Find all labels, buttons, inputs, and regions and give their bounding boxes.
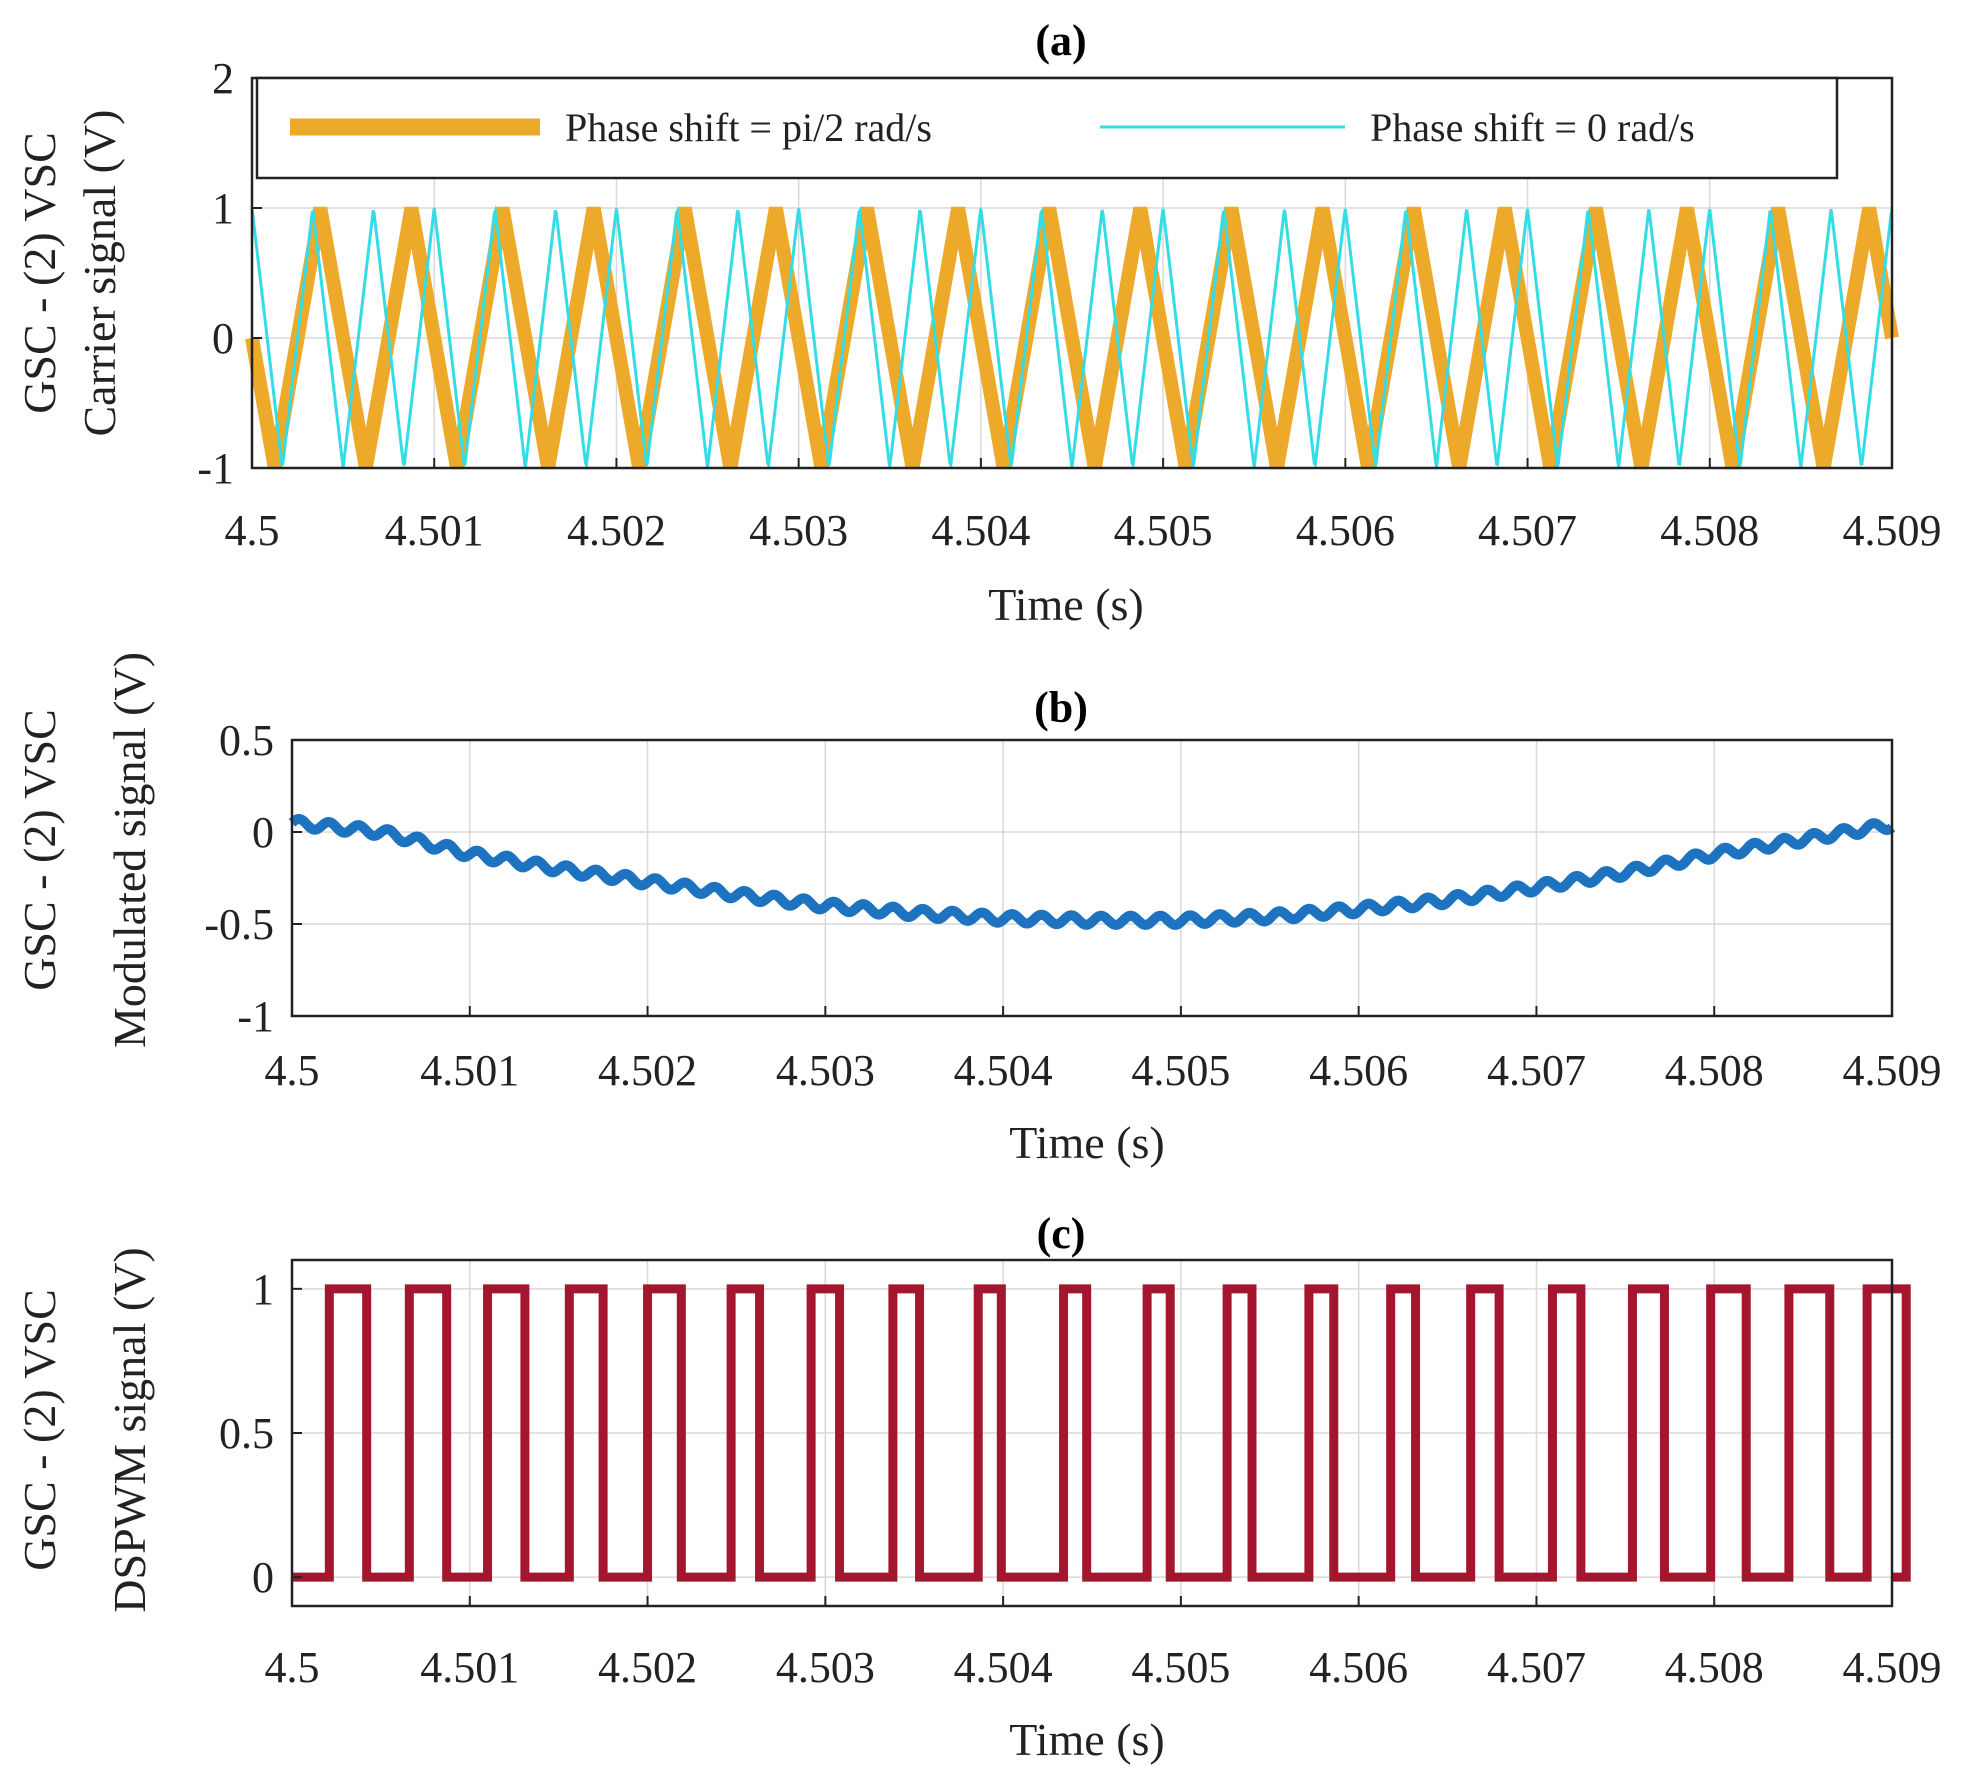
y-tick-label: 0 <box>252 808 274 857</box>
panel-a-y-axis-label-line1: GSC - (2) VSC <box>14 132 65 414</box>
x-tick-label: 4.508 <box>1665 1643 1764 1692</box>
x-tick-label: 4.507 <box>1478 506 1577 555</box>
x-tick-label: 4.502 <box>598 1046 697 1095</box>
x-tick-label: 4.506 <box>1296 506 1395 555</box>
x-tick-label: 4.501 <box>420 1643 519 1692</box>
panel-b-y-ticks: 0.5 0 -0.5 -1 <box>204 716 302 1041</box>
x-tick-label: 4.504 <box>954 1046 1053 1095</box>
series-line <box>288 813 1896 930</box>
panel-c-y-ticks: 10.50 <box>219 1265 302 1602</box>
x-tick-label: 4.501 <box>420 1046 519 1095</box>
x-tick-label: 4.507 <box>1487 1643 1586 1692</box>
panel-b-title: (b) <box>1034 683 1088 732</box>
panel-b-y-axis-label-line1: GSC - (2) VSC <box>14 709 65 991</box>
panel-a: (a) 210-1 4.5 4.501 4.502 4.503 4.504 4.505 4.… <box>14 16 1942 630</box>
y-tick-label: -0.5 <box>204 900 274 949</box>
x-tick-label: 4.505 <box>1131 1643 1230 1692</box>
panel-a-y-axis-label-line2: Carrier signal (V) <box>74 110 125 437</box>
x-tick-label: 4.5 <box>225 506 280 555</box>
panel-b-grid <box>291 739 1893 1017</box>
panel-a-title: (a) <box>1035 16 1086 65</box>
x-tick-label: 4.504 <box>954 1643 1053 1692</box>
x-tick-label: 4.503 <box>776 1046 875 1095</box>
panel-c: (c) 10.50 4.5 4.501 4.502 4.503 4.504 4.505 4.… <box>14 1209 1942 1765</box>
y-tick-label: -1 <box>197 444 234 493</box>
x-tick-label: 4.506 <box>1309 1046 1408 1095</box>
x-tick-label: 4.5 <box>265 1643 320 1692</box>
legend-label-phase-pi2: Phase shift = pi/2 rad/s <box>565 105 932 150</box>
panel-c-x-ticks: 4.5 4.501 4.502 4.503 4.504 4.505 4.506 4.507 4.… <box>265 1596 1942 1692</box>
panel-c-x-axis-label: Time (s) <box>1009 1714 1165 1765</box>
x-tick-label: 4.502 <box>567 506 666 555</box>
panel-b: (b) 0.50-0.5-1 4.5 4.501 4.502 4.503 4.504 4.… <box>14 652 1942 1168</box>
panel-c-y-axis-label-line1: GSC - (2) VSC <box>14 1289 65 1571</box>
x-tick-label: 4.509 <box>1843 1046 1942 1095</box>
x-tick-label: 4.505 <box>1114 506 1213 555</box>
y-tick-label: 1 <box>212 184 234 233</box>
x-tick-label: 4.505 <box>1131 1046 1230 1095</box>
x-tick-label: 4.503 <box>749 506 848 555</box>
y-tick-label: 2 <box>212 54 234 103</box>
panel-c-y-axis-label-line2: DSPWM signal (V) <box>104 1247 155 1612</box>
series-line <box>245 206 1899 470</box>
y-tick-label: 1 <box>252 1265 274 1314</box>
panel-c-plot-area <box>292 1284 1911 1582</box>
x-tick-label: 4.506 <box>1309 1643 1408 1692</box>
panel-b-x-axis-label: Time (s) <box>1009 1117 1165 1168</box>
panel-b-y-axis-label-line2: Modulated signal (V) <box>104 652 155 1048</box>
x-tick-label: 4.509 <box>1843 1643 1942 1692</box>
x-tick-label: 4.507 <box>1487 1046 1586 1095</box>
panel-b-frame <box>290 738 1894 1018</box>
x-tick-label: 4.508 <box>1660 506 1759 555</box>
panel-a-legend: Phase shift = pi/2 rad/s Phase shift = 0… <box>255 76 1839 180</box>
panel-a-x-axis-label: Time (s) <box>988 579 1144 630</box>
panel-c-grid <box>291 1260 1893 1606</box>
pwm-waveform <box>292 1284 1911 1582</box>
y-tick-label: -1 <box>237 992 274 1041</box>
x-tick-label: 4.501 <box>385 506 484 555</box>
x-tick-label: 4.504 <box>931 506 1030 555</box>
x-tick-label: 4.509 <box>1843 506 1942 555</box>
panel-b-x-ticks: 4.5 4.501 4.502 4.503 4.504 4.505 4.506 4.507 4.… <box>265 1006 1942 1095</box>
y-tick-label: 0.5 <box>219 1409 274 1458</box>
panel-b-plot-area <box>288 813 1896 930</box>
legend-label-phase-0: Phase shift = 0 rad/s <box>1370 105 1695 150</box>
panel-a-x-ticks: 4.5 4.501 4.502 4.503 4.504 4.505 4.506 4.507 4.… <box>225 458 1942 555</box>
x-tick-label: 4.5 <box>265 1046 320 1095</box>
x-tick-label: 4.508 <box>1665 1046 1764 1095</box>
panel-c-title: (c) <box>1037 1209 1086 1258</box>
x-tick-label: 4.503 <box>776 1643 875 1692</box>
y-tick-label: 0 <box>252 1553 274 1602</box>
y-tick-label: 0 <box>212 314 234 363</box>
panel-a-y-ticks: 2 1 0 -1 <box>197 54 262 493</box>
x-tick-label: 4.502 <box>598 1643 697 1692</box>
y-tick-label: 0.5 <box>219 716 274 765</box>
